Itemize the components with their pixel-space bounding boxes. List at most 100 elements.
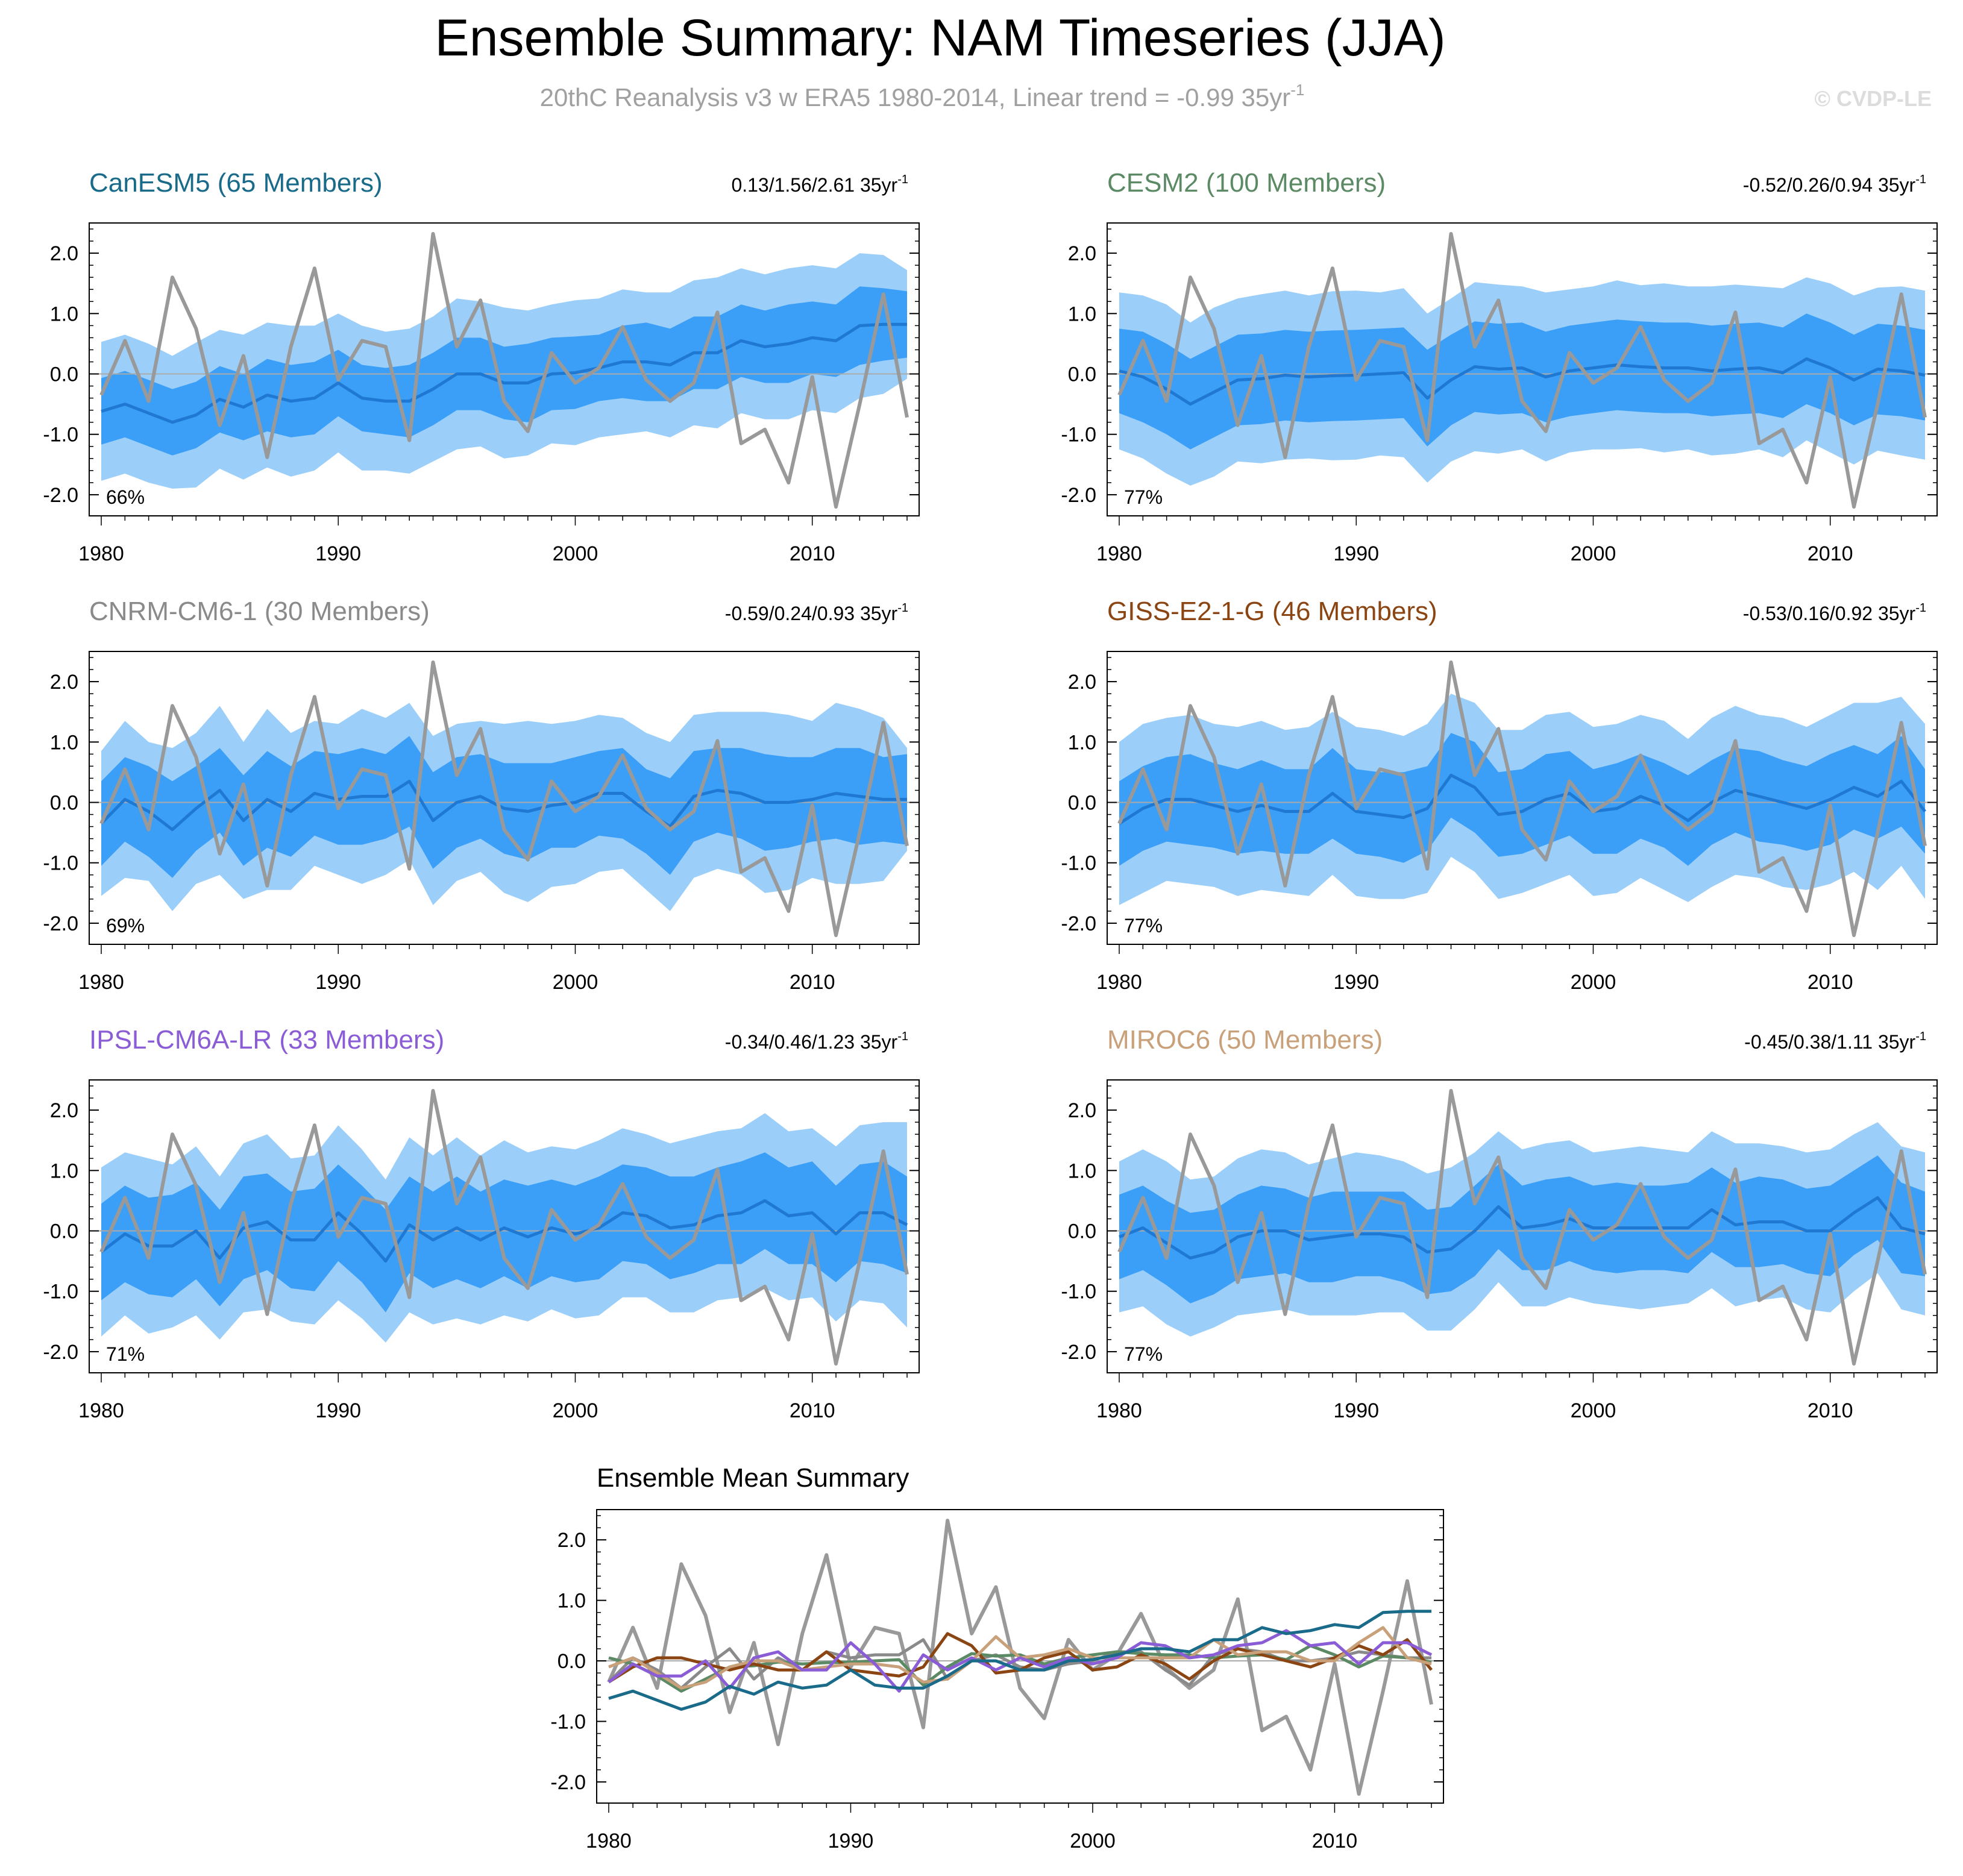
panel-trend-value: 0.13/1.56/2.61 35yr [731,174,897,196]
panel-trend-value: -0.45/0.38/1.11 35yr [1744,1031,1915,1053]
subtitle-sup: -1 [1290,81,1304,99]
x-tick-label: 1990 [1333,542,1379,565]
y-tick-label: 0.0 [50,363,78,386]
panel-ipsl-cm6a-lr: 2.0 1.0 0.0 -1.0 -2.0 1980 1990 2000 2010 IPSL-CM… [43,1025,920,1422]
x-tick-label: 2000 [553,542,598,565]
x-tick-label: 2010 [1312,1830,1358,1852]
y-tick-label: -2.0 [43,484,78,507]
panel-title: IPSL-CM6A-LR (33 Members) [89,1025,444,1055]
y-tick-label: 1.0 [1068,731,1096,754]
panel-space [257,597,265,626]
y-tick-label: -1.0 [550,1710,586,1733]
panel-title: GISS-E2-1-G (46 Members) [1107,597,1437,626]
panel-trend-sup: -1 [897,601,908,615]
panel-trend: -0.45/0.38/1.11 35yr-1 [1744,1030,1926,1053]
x-tick-label: 1990 [1333,1399,1379,1422]
panel-cnrm-cm6-1: 2.0 1.0 0.0 -1.0 -2.0 1980 1990 2000 2010 CNRM-CM… [43,597,920,994]
panel-percent: 71% [106,1343,145,1365]
panel-model-name: CESM2 [1107,168,1199,198]
y-tick-label: -2.0 [43,1341,78,1364]
x-tick-label: 1990 [828,1830,874,1852]
ensemble-mean-line [101,322,907,424]
panel-model-name: IPSL-CM6A-LR [89,1025,272,1055]
summary-title: Ensemble Mean Summary [597,1463,909,1493]
panel-trend: -0.52/0.26/0.94 35yr-1 [1743,173,1926,196]
x-tick-label: 1980 [78,971,124,994]
panel-title: CESM2 (100 Members) [1107,168,1386,198]
y-tick-label: -1.0 [43,1281,78,1303]
panel-trend: 0.13/1.56/2.61 35yr-1 [731,173,908,196]
x-tick-label: 1990 [315,971,361,994]
y-tick-label: -1.0 [1061,1281,1096,1303]
spread-band-inner [1119,733,1925,866]
y-tick-label: 1.0 [50,731,78,754]
x-tick-label: 2010 [790,542,835,565]
y-tick-label: 0.0 [1068,792,1096,815]
x-tick-label: 2000 [553,1399,598,1422]
y-tick-label: -2.0 [43,912,78,935]
x-tick-label: 1980 [1096,971,1142,994]
ensemble-mean-summary: 2.0 1.0 0.0 -1.0 -2.0 1980 1990 2000 2010 Ensembl… [550,1463,1444,1852]
y-tick-label: -1.0 [43,852,78,875]
y-tick-label: 2.0 [1068,671,1096,694]
panel-percent: 77% [1124,915,1163,936]
x-tick-label: 1980 [78,542,124,565]
panel-member-count: (30 Members) [265,597,430,626]
observations-line [1117,232,1927,509]
x-tick-label: 2010 [1808,1399,1853,1422]
x-tick-label: 2000 [1571,542,1616,565]
panel-trend-value: -0.52/0.26/0.94 35yr [1743,174,1916,196]
y-tick-label: 2.0 [557,1529,586,1552]
x-tick-label: 2000 [553,971,598,994]
y-tick-label: 0.0 [557,1650,586,1673]
x-tick-label: 1990 [1333,971,1379,994]
panel-trend-sup: -1 [1915,173,1926,186]
observations-line [99,232,909,509]
spread-band-inner [1119,1155,1925,1303]
panel-member-count: (100 Members) [1206,168,1386,198]
panel-space [1265,597,1272,626]
panel-member-count: (50 Members) [1217,1025,1383,1055]
panel-trend-sup: -1 [897,173,908,186]
y-tick-label: 1.0 [50,303,78,325]
panel-trend-sup: -1 [897,1030,908,1043]
panel-trend-value: -0.53/0.16/0.92 35yr [1743,603,1916,624]
y-tick-label: 2.0 [50,1099,78,1122]
y-tick-label: -2.0 [1061,912,1096,935]
panel-percent: 77% [1124,486,1163,508]
panel-model-name: CNRM-CM6-1 [89,597,257,626]
spread-band-inner [101,286,907,456]
y-tick-label: 1.0 [1068,1159,1096,1182]
panel-trend-value: -0.34/0.46/1.23 35yr [725,1031,898,1053]
y-tick-label: 0.0 [1068,363,1096,386]
panel-canesm5: 2.0 1.0 0.0 -1.0 -2.0 1980 1990 2000 2010 CanESM5… [43,168,920,565]
panel-model-name: MIROC6 [1107,1025,1210,1055]
panel-model-name: GISS-E2-1-G [1107,597,1265,626]
panel-trend: -0.53/0.16/0.92 35yr-1 [1743,601,1926,624]
x-tick-label: 2010 [790,1399,835,1422]
panel-title: MIROC6 (50 Members) [1107,1025,1383,1055]
x-tick-label: 1980 [1096,542,1142,565]
observations-line [99,1089,909,1366]
x-tick-label: 2000 [1571,971,1616,994]
observations-line [99,660,909,937]
y-tick-label: 1.0 [1068,303,1096,325]
x-tick-label: 1980 [78,1399,124,1422]
y-tick-label: -2.0 [1061,484,1096,507]
y-tick-label: -2.0 [550,1771,586,1794]
observations-line [1117,660,1927,937]
summary-line-ipsl-cm6a-lr [608,1629,1433,1693]
y-tick-label: 2.0 [50,671,78,694]
panel-trend-sup: -1 [1915,601,1926,615]
panel-trend: -0.34/0.46/1.23 35yr-1 [725,1030,908,1053]
panel-member-count: (33 Members) [279,1025,444,1055]
y-tick-label: -2.0 [1061,1341,1096,1364]
y-tick-label: 0.0 [50,792,78,815]
panel-model-name: CanESM5 [89,168,210,198]
y-tick-label: 1.0 [50,1159,78,1182]
panel-cesm2: 2.0 1.0 0.0 -1.0 -2.0 1980 1990 2000 2010 CESM2 (… [1061,168,1938,565]
x-tick-label: 1980 [586,1830,632,1852]
x-tick-label: 2000 [1070,1830,1116,1852]
x-tick-label: 1990 [315,542,361,565]
